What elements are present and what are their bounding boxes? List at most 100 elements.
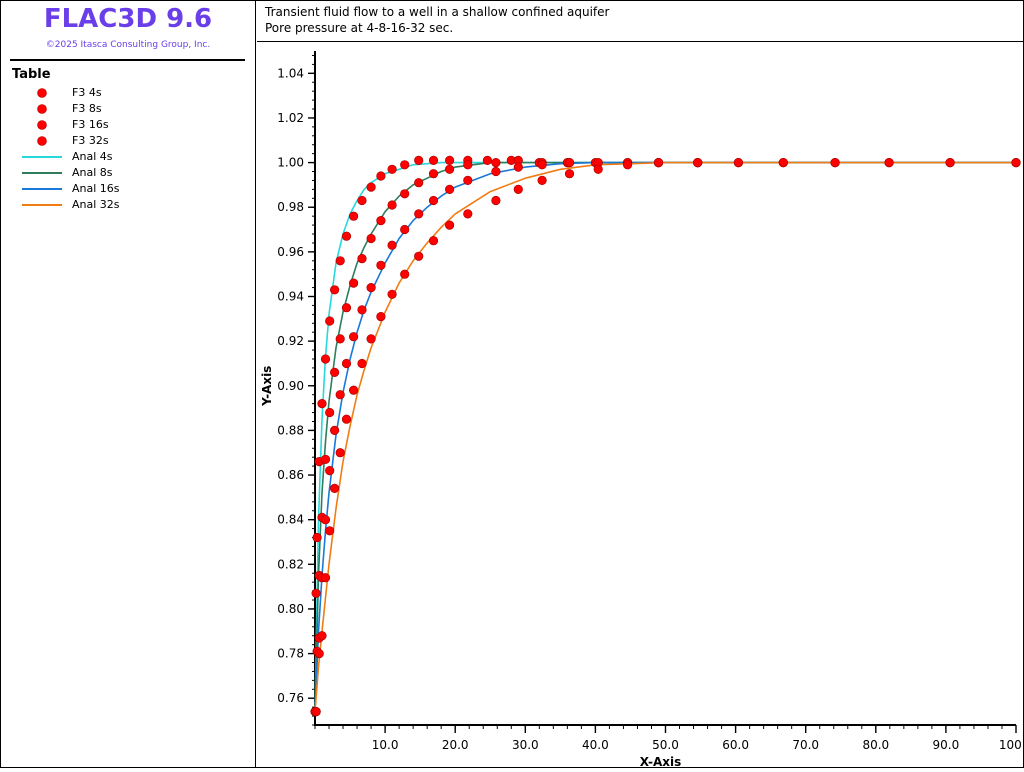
legend-item[interactable]: F3 8s <box>0 101 250 117</box>
y-tick-label: 0.90 <box>277 379 304 393</box>
data-point <box>414 178 424 188</box>
data-point <box>311 588 321 598</box>
legend-item[interactable]: F3 4s <box>0 85 250 101</box>
legend-item[interactable]: F3 32s <box>0 133 250 149</box>
data-point <box>329 483 340 494</box>
x-tick-label: 10.0 <box>372 738 399 752</box>
x-tick-label: 70.0 <box>792 738 819 752</box>
x-tick-label: 30.0 <box>512 738 539 752</box>
data-point <box>400 224 410 235</box>
data-point <box>653 157 664 168</box>
data-point <box>445 155 455 165</box>
x-tick-label: 40.0 <box>582 738 609 752</box>
data-point <box>317 399 327 409</box>
data-point <box>311 706 321 717</box>
legend-line-icon <box>22 204 62 206</box>
legend-label: F3 8s <box>72 102 102 115</box>
data-point <box>376 312 386 322</box>
legend-marker-icon <box>37 104 47 114</box>
data-point <box>376 216 386 226</box>
data-point <box>366 233 376 244</box>
chart-title: Transient fluid flow to a well in a shal… <box>265 5 610 19</box>
data-point <box>414 155 424 165</box>
app-title: FLAC3D 9.6 <box>43 4 213 34</box>
data-point <box>341 231 352 241</box>
legend-label: F3 16s <box>72 118 109 131</box>
data-point <box>945 157 955 168</box>
data-point <box>623 160 633 170</box>
legend-panel: FLAC3D 9.6 ©2025 Itasca Consulting Group… <box>0 0 256 768</box>
legend-item[interactable]: F3 16s <box>0 117 250 133</box>
data-point <box>445 220 455 230</box>
series-line <box>314 161 1016 712</box>
data-point <box>325 316 335 326</box>
chart-subtitle: Pore pressure at 4-8-16-32 sec. <box>265 21 454 35</box>
legend-item[interactable]: Anal 8s <box>0 165 250 181</box>
x-tick-label: 60.0 <box>722 738 749 752</box>
data-point <box>414 251 424 261</box>
y-tick-label: 0.84 <box>277 513 304 527</box>
data-point <box>335 448 345 458</box>
legend-item[interactable]: Anal 32s <box>0 197 250 213</box>
data-point <box>320 354 331 364</box>
data-point <box>335 256 345 266</box>
data-point <box>366 182 376 192</box>
data-point <box>693 157 703 168</box>
legend-marker-icon <box>37 136 47 146</box>
data-point <box>778 157 788 168</box>
series-line <box>314 161 1016 712</box>
plot-area[interactable]: 0.76 0.78 0.80 0.82 0.84 0.86 0.88 0.90 0.92 0.94… <box>257 43 1024 769</box>
legend-line-icon <box>22 188 62 190</box>
data-point <box>366 334 376 344</box>
y-tick-label: 0.82 <box>277 557 304 571</box>
y-tick-label: 0.86 <box>277 468 304 482</box>
legend-item[interactable]: Anal 16s <box>0 181 250 197</box>
data-point <box>357 254 367 264</box>
data-point <box>387 200 397 210</box>
legend-line-icon <box>22 172 62 174</box>
data-point <box>491 195 501 206</box>
y-tick-label: 0.76 <box>277 691 304 705</box>
data-point <box>428 236 439 246</box>
legend-marker-icon <box>37 120 47 130</box>
legend-marker-icon <box>37 88 47 98</box>
data-point <box>341 303 352 313</box>
data-point <box>445 184 455 194</box>
data-point <box>357 305 367 315</box>
data-point <box>428 155 439 165</box>
series-line <box>314 161 1016 712</box>
y-tick-label: 0.96 <box>277 245 304 259</box>
data-point <box>357 195 367 206</box>
chart-header: Transient fluid flow to a well in a shal… <box>257 0 1024 42</box>
legend-label: Anal 4s <box>72 150 113 163</box>
data-point <box>325 407 335 418</box>
chart-svg: 0.76 0.78 0.80 0.82 0.84 0.86 0.88 0.90 0.92 0.94… <box>260 51 1024 769</box>
x-tick-label: 80.0 <box>862 738 889 752</box>
data-point <box>317 631 327 641</box>
data-point <box>387 240 397 250</box>
data-point <box>400 160 410 170</box>
legend-line-icon <box>22 156 62 158</box>
data-point <box>348 385 359 395</box>
data-point <box>320 515 331 525</box>
legend-title: Table <box>12 67 51 82</box>
data-point <box>312 532 322 543</box>
y-tick-label: 1.00 <box>277 156 304 170</box>
y-tick-label: 0.88 <box>277 423 304 437</box>
data-point <box>335 334 345 344</box>
data-point <box>400 189 410 199</box>
data-point <box>335 390 345 400</box>
data-point <box>482 155 492 165</box>
data-point <box>314 648 324 659</box>
data-point <box>445 164 455 174</box>
y-tick-label: 1.04 <box>277 66 304 80</box>
data-point <box>491 157 501 168</box>
data-point <box>376 171 386 181</box>
data-point <box>387 289 397 299</box>
data-point <box>320 454 331 465</box>
data-point <box>400 269 410 279</box>
data-point <box>329 367 340 378</box>
data-point <box>325 526 335 536</box>
legend-item[interactable]: Anal 4s <box>0 149 250 165</box>
legend-label: F3 4s <box>72 86 102 99</box>
